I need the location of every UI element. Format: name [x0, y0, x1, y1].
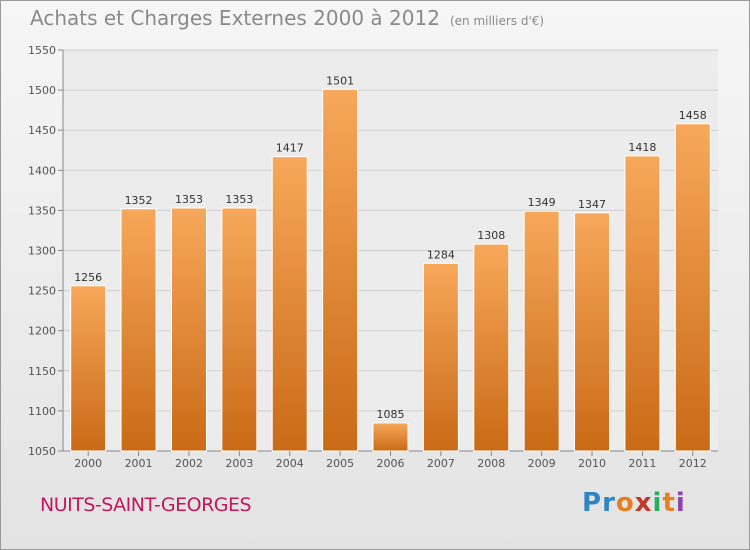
chart-title-text: Achats et Charges Externes 2000 à 2012 [30, 6, 440, 30]
x-tick-label: 2010 [578, 457, 606, 470]
y-tick-label: 1150 [28, 365, 56, 378]
logo-letter: P [582, 488, 603, 518]
bar [372, 422, 409, 452]
bar-value-label: 1501 [326, 74, 354, 87]
y-tick-label: 1200 [28, 325, 56, 338]
y-tick-label: 1050 [28, 445, 56, 458]
y-tick-label: 1450 [28, 124, 56, 137]
bar-value-label: 1284 [427, 248, 455, 261]
x-tick-label: 2011 [628, 457, 656, 470]
bar-value-label: 1085 [377, 408, 405, 421]
x-tick-label: 2005 [326, 457, 354, 470]
bar [624, 155, 661, 452]
bar-value-label: 1353 [175, 193, 203, 206]
chart-title: Achats et Charges Externes 2000 à 2012 (e… [30, 6, 544, 30]
x-tick-label: 2006 [377, 457, 405, 470]
logo-letter: i [652, 488, 663, 518]
y-tick-label: 1500 [28, 84, 56, 97]
chart-subtitle: (en milliers d'€) [449, 14, 545, 28]
bar [170, 207, 207, 452]
logo-letter: r [602, 488, 616, 518]
logo-letter: i [675, 488, 686, 518]
bar-value-label: 1417 [276, 142, 304, 155]
logo-letter: o [615, 488, 635, 518]
bar [523, 210, 560, 452]
bar-value-label: 1418 [628, 141, 656, 154]
y-tick-label: 1250 [28, 285, 56, 298]
y-tick-label: 1550 [28, 44, 56, 57]
x-tick-label: 2002 [175, 457, 203, 470]
city-name: NUITS-SAINT-GEORGES [40, 494, 252, 516]
x-tick-label: 2004 [276, 457, 304, 470]
bar-value-label: 1256 [74, 271, 102, 284]
x-tick-label: 2000 [74, 457, 102, 470]
y-tick-label: 1300 [28, 245, 56, 258]
bar [70, 285, 107, 452]
y-tick-label: 1350 [28, 204, 56, 217]
y-tick-label: 1400 [28, 164, 56, 177]
bar [674, 123, 711, 452]
bar [120, 208, 157, 452]
bar-value-label: 1347 [578, 198, 606, 211]
x-tick-label: 2007 [427, 457, 455, 470]
y-tick-label: 1100 [28, 405, 56, 418]
bar [574, 212, 611, 452]
x-tick-label: 2003 [225, 457, 253, 470]
bar [221, 207, 258, 452]
x-tick-label: 2001 [125, 457, 153, 470]
bar-value-label: 1458 [679, 109, 707, 122]
proxiti-logo[interactable]: Proxiti [582, 488, 686, 518]
logo-letter: x [634, 488, 653, 518]
bar-value-label: 1349 [528, 196, 556, 209]
bar [422, 262, 459, 452]
bar [271, 156, 308, 452]
bar-value-label: 1352 [125, 194, 153, 207]
x-tick-label: 2008 [477, 457, 505, 470]
logo-letter: t [662, 488, 676, 518]
bar-value-label: 1353 [225, 193, 253, 206]
bar [322, 88, 359, 452]
bar-value-label: 1308 [477, 229, 505, 242]
x-tick-label: 2012 [679, 457, 707, 470]
x-tick-label: 2009 [528, 457, 556, 470]
bar [473, 243, 510, 452]
